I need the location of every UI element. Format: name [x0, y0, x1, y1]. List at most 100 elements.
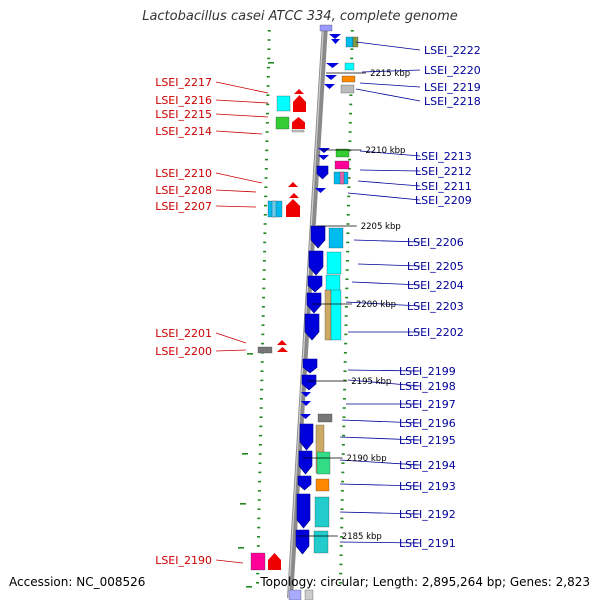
tick-dot-81 [263, 214, 267, 216]
tick-dot-98 [260, 370, 264, 372]
left-connector-8 [215, 349, 247, 352]
forward-gene-arrow-45 [301, 401, 311, 406]
category-box-60 [319, 24, 333, 32]
right-gene-label-1: LSEI_2220 [424, 64, 481, 77]
tick-dot-79 [264, 195, 268, 198]
right-gene-label-9: LSEI_2205 [407, 260, 464, 273]
tick-dot-0 [350, 30, 354, 32]
right-connector-9 [357, 263, 421, 267]
right-connector-19 [339, 483, 421, 487]
forward-gene-arrow-48 [299, 423, 314, 451]
category-box-47 [317, 413, 333, 423]
tick-dot-58 [339, 563, 343, 566]
tick-dot-113 [257, 508, 261, 510]
category-box-2 [345, 36, 354, 48]
right-gene-label-17: LSEI_2195 [399, 434, 456, 447]
left-gene-label-6: LSEI_2207 [155, 200, 212, 213]
right-gene-label-19: LSEI_2193 [399, 480, 456, 493]
tick-dot-43 [342, 425, 346, 428]
forward-gene-arrow-6 [324, 84, 335, 89]
category-box-30 [328, 227, 344, 249]
right-connector-2 [359, 82, 421, 88]
kbp-label-0: 2215 kbp [370, 69, 410, 79]
tick-dot-80 [264, 204, 267, 207]
right-gene-label-2: LSEI_2219 [424, 81, 481, 94]
tick-dot-23 [346, 241, 350, 244]
right-gene-label-15: LSEI_2197 [399, 398, 456, 411]
tick-dot-109 [258, 471, 262, 474]
tick-dot-32 [344, 324, 348, 326]
tick-dot-49 [341, 480, 345, 483]
category-box-59 [250, 552, 266, 571]
tick-dot-44 [342, 434, 346, 437]
tick-dot-39 [343, 388, 347, 391]
left-gene-label-7: LSEI_2201 [155, 327, 212, 340]
kbp-markers: 2215 kbp 2210 kbp 2205 kbp 2200 kbp 2195 kbp… [297, 69, 410, 542]
right-gene-label-3: LSEI_2218 [424, 95, 481, 108]
category-box-41 [257, 346, 273, 354]
left-connector-1 [215, 99, 269, 104]
tick-dot-111 [257, 490, 261, 492]
category-box-20 [335, 148, 350, 158]
tick-dot-34 [344, 342, 348, 345]
right-connector-13 [347, 369, 421, 372]
tick-dot-115 [257, 526, 261, 529]
right-gene-label-21: LSEI_2191 [399, 537, 456, 550]
right-connector-6 [357, 180, 421, 187]
tick-dot-17 [347, 186, 351, 188]
tick-long-0 [268, 62, 274, 64]
right-connector-18 [339, 459, 421, 466]
tick-dot-47 [341, 462, 345, 464]
tick-dot-108 [258, 462, 262, 464]
right-connector-7 [347, 192, 421, 201]
category-box-34 [325, 274, 341, 292]
forward-gene-arrow-35 [306, 292, 322, 314]
left-gene-label-3: LSEI_2214 [155, 125, 212, 138]
category-box-9 [340, 84, 355, 94]
accession-text: Accession: NC_008526 [9, 575, 146, 589]
category-box-53 [315, 478, 330, 492]
right-connector-21 [339, 541, 421, 544]
left-gene-label-0: LSEI_2217 [155, 76, 212, 89]
tick-long-1 [247, 353, 253, 355]
tick-dot-94 [261, 333, 265, 336]
tick-dot-9 [349, 112, 352, 115]
tick-dot-35 [343, 352, 347, 354]
tick-dot-15 [347, 168, 351, 170]
tick-dot-120 [256, 572, 260, 575]
tick-dot-52 [340, 508, 344, 510]
tick-dot-51 [340, 499, 344, 501]
tick-dot-100 [260, 388, 264, 391]
right-connector-17 [339, 436, 421, 441]
tick-dot-7 [349, 94, 353, 96]
left-gene-label-2: LSEI_2215 [155, 108, 212, 121]
tick-dot-46 [341, 453, 345, 455]
left-gene-label-8: LSEI_2200 [155, 345, 212, 358]
tick-dot-33 [344, 333, 348, 336]
tick-dot-63 [267, 48, 271, 50]
reverse-gene-arrow-40 [277, 347, 288, 352]
map-title: Lactobacillus casei ATCC 334, complete g… [142, 9, 458, 24]
tick-dot-37 [343, 370, 347, 372]
left-connector-2 [215, 113, 269, 118]
tick-dot-57 [339, 554, 343, 556]
tick-dot-64 [267, 57, 271, 60]
left-gene-label-9: LSEI_2190 [155, 554, 212, 567]
right-gene-label-4: LSEI_2213 [415, 150, 472, 163]
tick-dot-27 [345, 278, 349, 280]
tick-dot-8 [349, 103, 353, 106]
tick-dot-66 [266, 76, 270, 78]
tick-dot-54 [340, 526, 344, 529]
tick-long-5 [246, 586, 252, 588]
forward-gene-arrow-37 [304, 313, 320, 341]
tick-dots [238, 30, 354, 588]
left-gene-label-4: LSEI_2210 [155, 167, 212, 180]
forward-gene-arrow-42 [302, 358, 318, 374]
tick-dot-74 [265, 149, 269, 152]
tick-dot-31 [344, 315, 348, 317]
right-gene-label-0: LSEI_2222 [424, 44, 481, 57]
kbp-label-2: 2205 kbp [361, 222, 401, 232]
tick-dot-101 [259, 398, 263, 400]
